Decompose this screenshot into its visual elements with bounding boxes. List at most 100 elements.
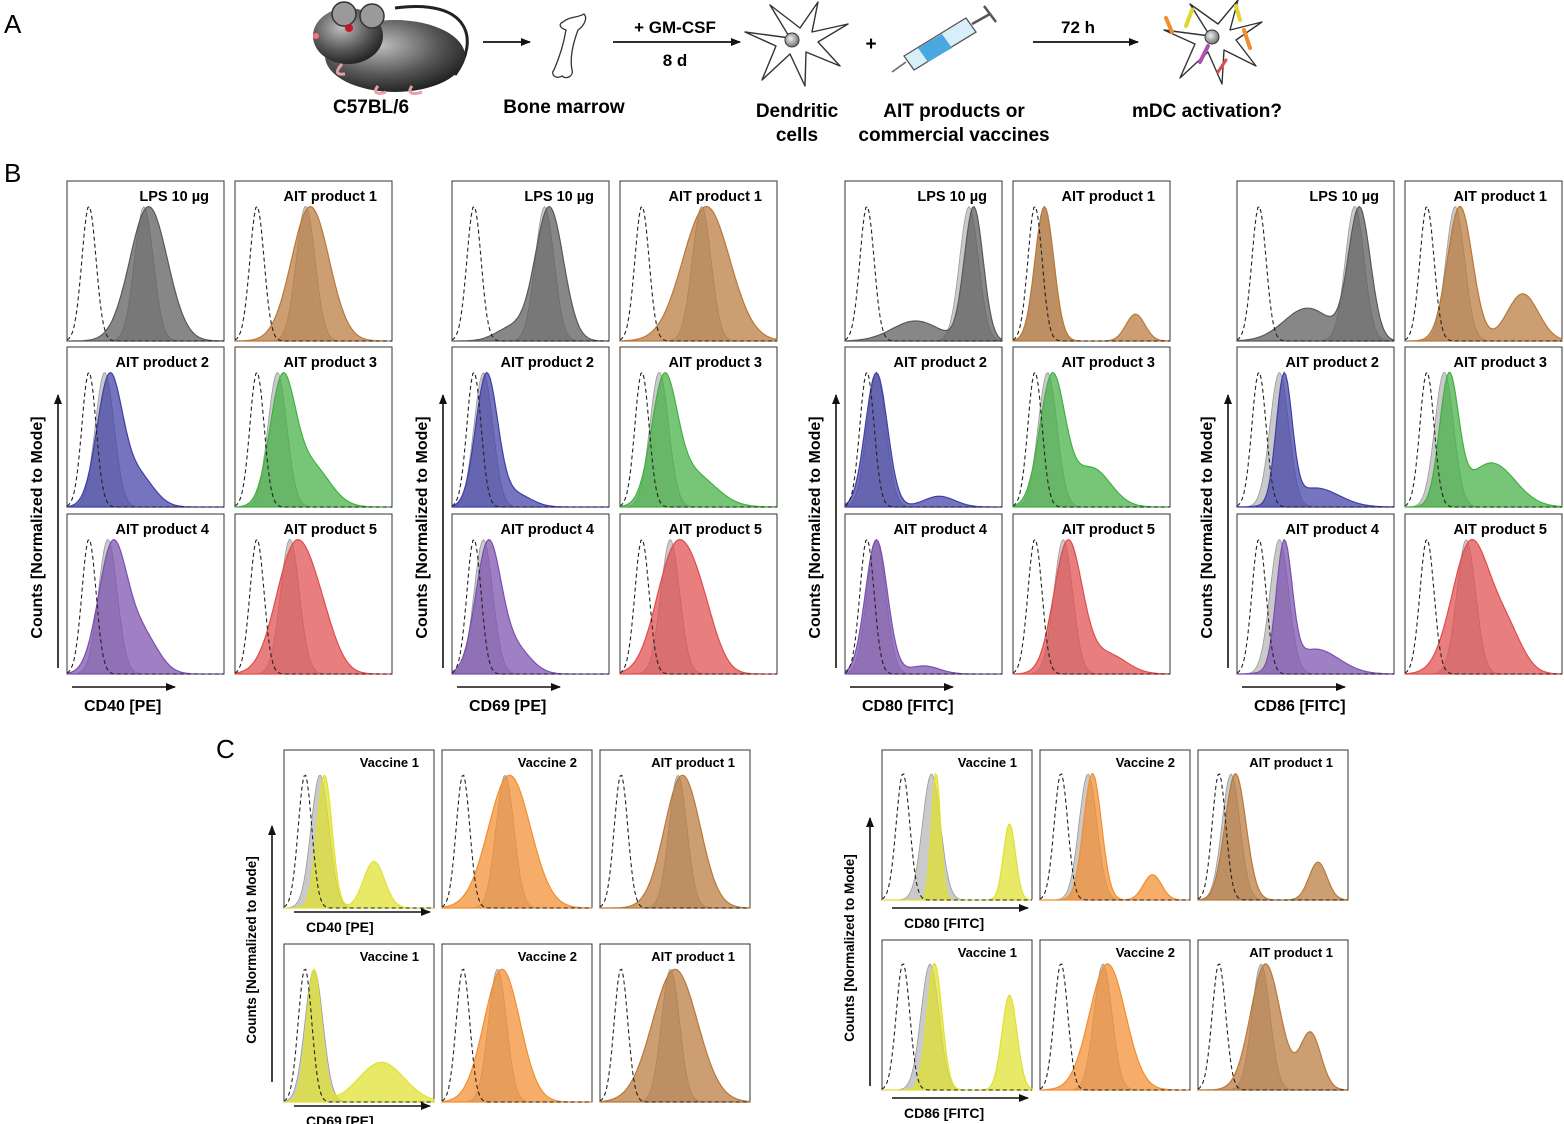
histogram-vaccine-2: Vaccine 2 — [441, 943, 593, 1103]
isotype-control-curve — [451, 538, 609, 675]
histogram-lps-10-g: LPS 10 µg — [451, 180, 610, 342]
histogram-title: Vaccine 1 — [360, 949, 419, 964]
panel-c-group-1: Vaccine 1 Vaccine 2 AIT product 1 CD40 [PE]… — [244, 749, 751, 1124]
x-axis-label: CD40 [PE] — [306, 919, 374, 935]
sample-histogram — [619, 538, 777, 675]
x-axis-label: CD80 [FITC] — [904, 915, 984, 931]
isotype-control-curve — [283, 774, 434, 909]
mdc-label: mDC activation? — [1132, 101, 1282, 122]
sample-histogram — [600, 774, 751, 909]
panel-c-group-2: Vaccine 1 Vaccine 2 AIT product 1 CD80 [FIT… — [842, 749, 1349, 1121]
isotype-control-curve — [1039, 963, 1190, 1091]
histogram-ait-product-3: AIT product 3 — [234, 346, 393, 508]
histogram-ait-product-1: AIT product 1 — [1197, 749, 1349, 901]
histogram-ait-product-3: AIT product 3 — [619, 346, 778, 508]
histogram-lps-10-g: LPS 10 µg — [66, 180, 225, 342]
x-axis-label: CD86 [FITC] — [904, 1105, 984, 1121]
panel-c-histograms: Vaccine 1 Vaccine 2 AIT product 1 CD40 [PE]… — [244, 749, 1349, 1124]
isotype-control-curve — [1197, 773, 1348, 901]
sample-histogram — [599, 968, 751, 1103]
histogram-title: Vaccine 2 — [518, 949, 577, 964]
panel-b-histograms: LPS 10 µg AIT product 1 AIT product 2 AIT p… — [29, 180, 1563, 715]
histogram-title: Vaccine 1 — [958, 755, 1017, 770]
dendritic-cell-icon — [744, 1, 849, 87]
sample-histogram — [451, 538, 609, 675]
sample-histogram — [441, 968, 592, 1103]
sample-histogram — [1039, 963, 1190, 1091]
histogram-title: AIT product 2 — [894, 355, 987, 371]
histogram-title: AIT product 5 — [1062, 522, 1155, 538]
x-axis-label: CD80 [FITC] — [862, 698, 954, 715]
mouse-icon — [313, 1, 469, 96]
histogram-title: AIT product 5 — [1454, 522, 1547, 538]
histogram-ait-product-1: AIT product 1 — [1012, 180, 1171, 342]
isotype-control-curve — [234, 205, 392, 342]
ait-label-2: commercial vaccines — [858, 125, 1049, 146]
isotype-control-curve — [234, 371, 392, 508]
histogram-title: AIT product 5 — [669, 522, 762, 538]
histogram-vaccine-2: Vaccine 2 — [441, 749, 593, 909]
isotype-control-curve — [599, 774, 750, 909]
sample-histogram — [452, 205, 609, 342]
histogram-title: AIT product 4 — [116, 522, 209, 538]
histogram-frame — [1039, 749, 1191, 901]
histogram-vaccine-1: Vaccine 1 — [881, 939, 1033, 1091]
marker-group-cd40-pe: LPS 10 µg AIT product 1 AIT product 2 AIT p… — [29, 180, 393, 715]
histogram-title: AIT product 4 — [1286, 522, 1379, 538]
x-axis-label: CD69 [PE] — [469, 698, 546, 715]
histogram-title: LPS 10 µg — [1309, 189, 1379, 205]
sample-histogram — [1197, 773, 1349, 901]
sample-histogram — [284, 774, 434, 909]
sample-histogram — [1404, 539, 1563, 675]
marker-row-cd69-pe: Vaccine 1 Vaccine 2 AIT product 1 CD69 [PE] — [283, 943, 751, 1124]
sample-histogram — [451, 371, 609, 508]
histogram-ait-product-4: AIT product 4 — [451, 513, 610, 675]
y-axis-label: Counts [Normalized to Mode] — [414, 416, 431, 638]
sample-histogram — [882, 772, 1033, 901]
histogram-ait-product-5: AIT product 5 — [1404, 513, 1563, 675]
isotype-control-curve — [1236, 538, 1394, 675]
y-axis-label: Counts [Normalized to Mode] — [842, 854, 857, 1042]
marker-group-cd80-fitc: LPS 10 µg AIT product 1 AIT product 2 AIT p… — [807, 180, 1171, 715]
isotype-control-curve — [234, 538, 392, 675]
isotype-control-curve — [1236, 205, 1394, 342]
dc-label-1: Dendritic — [756, 101, 839, 122]
isotype-control-curve — [283, 968, 434, 1103]
histogram-ait-product-2: AIT product 2 — [844, 346, 1003, 508]
isotype-control-curve — [881, 963, 1032, 1091]
sample-histogram — [1405, 206, 1563, 342]
isotype-control-curve — [1404, 371, 1562, 508]
y-axis-label: Counts [Normalized to Mode] — [807, 416, 824, 638]
isotype-control-curve — [881, 773, 1032, 901]
sample-histogram — [1236, 371, 1395, 508]
histogram-title: Vaccine 2 — [518, 755, 577, 770]
histogram-title: LPS 10 µg — [139, 189, 209, 205]
panel-b: B LPS 10 µg AIT product 1 AIT product 2 AIT… — [4, 158, 1563, 715]
isotype-control-curve — [451, 371, 609, 508]
histogram-ait-product-2: AIT product 2 — [1236, 346, 1395, 508]
panel-b-label: B — [4, 158, 21, 188]
isotype-control-curve — [1404, 205, 1562, 342]
histogram-title: AIT product 2 — [116, 355, 209, 371]
sample-histogram — [234, 205, 392, 342]
histogram-ait-product-1: AIT product 1 — [1404, 180, 1563, 342]
histogram-ait-product-1: AIT product 1 — [599, 943, 751, 1103]
hours-label: 72 h — [1061, 18, 1095, 37]
isotype-control-curve — [1012, 205, 1170, 342]
histogram-title: AIT product 4 — [894, 522, 987, 538]
histogram-title: AIT product 1 — [1249, 755, 1333, 770]
histogram-ait-product-2: AIT product 2 — [66, 346, 225, 508]
ait-label-1: AIT products or — [883, 101, 1025, 122]
sample-histogram — [1236, 538, 1395, 675]
panel-a-label: A — [4, 9, 22, 39]
isotype-control-curve — [66, 371, 224, 508]
histogram-title: AIT product 2 — [501, 355, 594, 371]
histogram-lps-10-g: LPS 10 µg — [1236, 180, 1395, 342]
histogram-ait-product-5: AIT product 5 — [619, 513, 778, 675]
histogram-ait-product-1: AIT product 1 — [619, 180, 778, 342]
histogram-vaccine-1: Vaccine 1 — [283, 943, 435, 1103]
marker-row-cd80-fitc: Vaccine 1 Vaccine 2 AIT product 1 CD80 [FIT… — [881, 749, 1349, 931]
isotype-control-curve — [844, 371, 1002, 508]
x-axis-label: CD69 [PE] — [306, 1113, 374, 1124]
